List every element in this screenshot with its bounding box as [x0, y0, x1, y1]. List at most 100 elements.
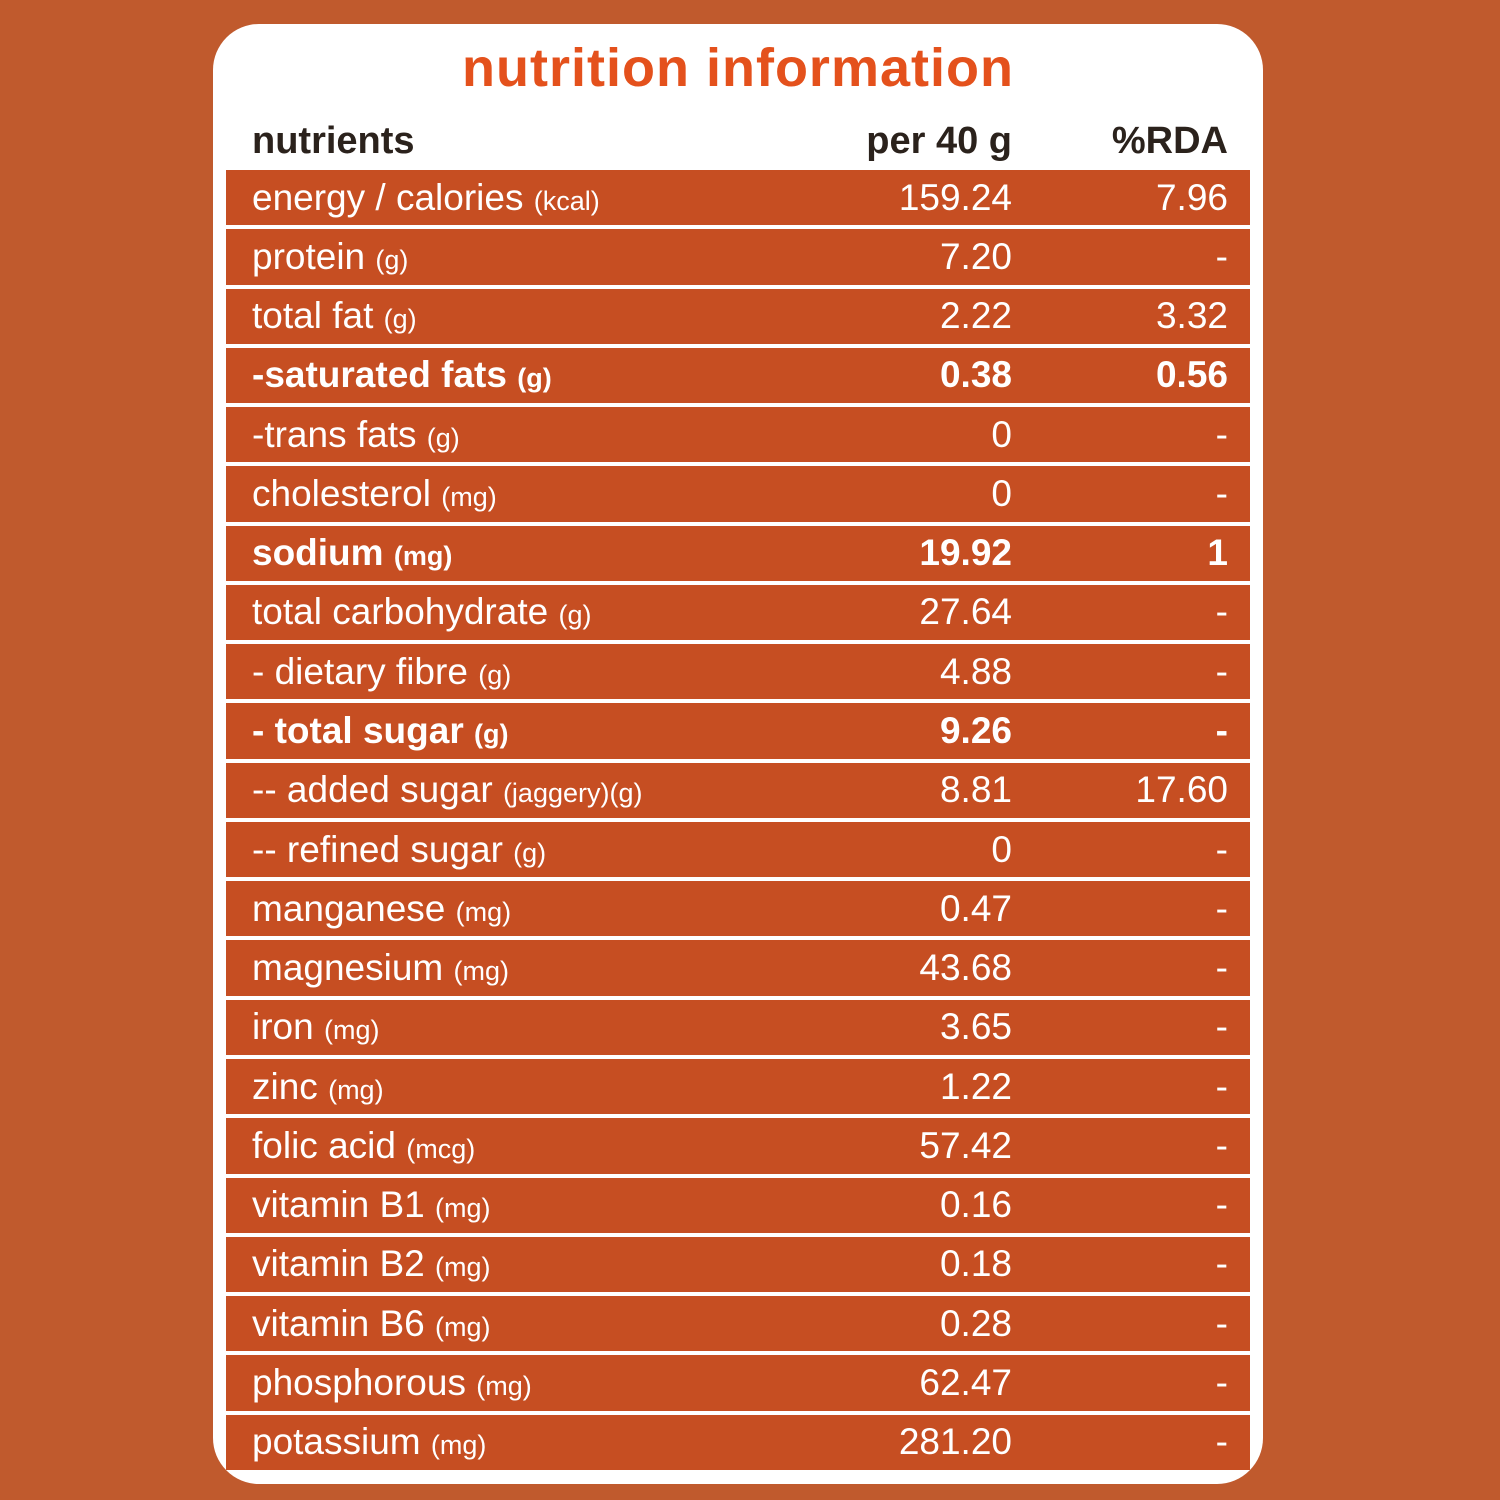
nutrient-rda: - [1215, 947, 1228, 989]
table-row: phosphorous (mg) 62.47 - [226, 1355, 1250, 1411]
nutrient-rda: 1 [1207, 532, 1228, 574]
nutrient-rda: 17.60 [1135, 769, 1228, 811]
nutrient-name: magnesium (mg) [252, 947, 510, 989]
nutrient-rda: - [1215, 235, 1228, 277]
nutrient-name: vitamin B6 (mg) [252, 1302, 491, 1344]
nutrient-unit: (g) [478, 659, 512, 690]
nutrient-value: 19.92 [919, 532, 1012, 574]
table-row: magnesium (mg) 43.68 - [226, 940, 1250, 996]
nutrient-name: -- refined sugar (g) [252, 828, 547, 870]
nutrient-name: - dietary fibre (g) [252, 650, 512, 692]
nutrient-rda: - [1215, 1006, 1228, 1048]
nutrient-rda: - [1215, 1361, 1228, 1403]
nutrient-unit: (mcg) [406, 1133, 476, 1164]
table-row: vitamin B2 (mg) 0.18 - [226, 1236, 1250, 1293]
table-row: - total sugar (g) 9.26 - [226, 703, 1250, 759]
nutrient-name: folic acid (mcg) [252, 1124, 476, 1166]
nutrient-rda: - [1215, 591, 1228, 633]
nutrient-name: - total sugar (g) [252, 710, 509, 752]
nutrient-unit: (mg) [328, 1074, 384, 1105]
nutrient-name: vitamin B2 (mg) [252, 1243, 491, 1285]
page-title: nutrition information [462, 38, 1014, 98]
nutrient-rda: - [1215, 1065, 1228, 1107]
table-row: protein (g) 7.20 - [226, 229, 1250, 285]
table-header-row: nutrients per 40 g %RDA [226, 112, 1250, 170]
table-row: vitamin B1 (mg) 0.16 - [226, 1177, 1250, 1233]
nutrient-unit: (mg) [435, 1311, 491, 1342]
nutrient-value: 0.16 [939, 1184, 1012, 1226]
nutrient-unit: (g) [517, 363, 552, 394]
table-row: zinc (mg) 1.22 - [226, 1058, 1250, 1115]
nutrient-name: manganese (mg) [252, 887, 512, 929]
nutrient-value: 3.65 [939, 1006, 1012, 1048]
nutrient-value: 43.68 [919, 947, 1012, 989]
table-row: iron (mg) 3.65 - [226, 999, 1250, 1055]
nutrient-value: 1.22 [939, 1065, 1012, 1107]
table-row: - dietary fibre (g) 4.88 - [226, 644, 1250, 700]
nutrient-rda: 7.96 [1155, 176, 1228, 218]
nutrition-card: nutrition information nutrients per 40 g… [213, 24, 1263, 1484]
nutrient-unit: (mg) [430, 1430, 487, 1461]
nutrient-name: phosphorous (mg) [252, 1361, 532, 1403]
nutrient-unit: (mg) [441, 481, 497, 512]
nutrient-value: 0.38 [939, 354, 1012, 396]
nutrient-unit: (g) [426, 422, 460, 453]
table-row: -saturated fats (g) 0.38 0.56 [226, 347, 1250, 404]
nutrient-name: -trans fats (g) [252, 413, 460, 455]
table-row: -trans fats (g) 0 - [226, 407, 1250, 463]
nutrient-rda: - [1215, 887, 1228, 929]
nutrient-name: -saturated fats (g) [252, 354, 552, 396]
nutrient-name: sodium (mg) [252, 532, 453, 574]
nutrient-rda: 3.32 [1155, 295, 1228, 337]
nutrient-rda: - [1215, 413, 1228, 455]
nutrient-unit: (mg) [453, 956, 510, 987]
nutrient-unit: (mg) [393, 541, 453, 572]
nutrient-unit: (mg) [435, 1252, 491, 1283]
nutrient-value: 27.64 [919, 591, 1012, 633]
nutrient-rda: - [1215, 472, 1228, 514]
nutrient-value: 0 [991, 472, 1012, 514]
table-row: -- added sugar (jaggery)(g) 8.81 17.60 [226, 762, 1250, 818]
nutrient-value: 9.26 [939, 710, 1012, 752]
nutrient-name: iron (mg) [252, 1006, 380, 1048]
nutrient-name: energy / calories (kcal) [252, 176, 600, 218]
nutrient-name: vitamin B1 (mg) [252, 1184, 491, 1226]
table-rows: energy / calories (kcal) 159.24 7.96 protei… [226, 170, 1250, 1470]
nutrient-unit: (mg) [476, 1370, 532, 1401]
header-nutrients: nutrients [252, 119, 415, 162]
table-row: -- refined sugar (g) 0 - [226, 821, 1250, 878]
table-row: folic acid (mcg) 57.42 - [226, 1118, 1250, 1174]
table-row: potassium (mg) 281.20 - [226, 1414, 1250, 1470]
nutrient-value: 281.20 [898, 1421, 1012, 1463]
table-row: total carbohydrate (g) 27.64 - [226, 584, 1250, 641]
nutrient-unit: (g) [513, 837, 547, 868]
nutrient-value: 57.42 [919, 1124, 1012, 1166]
nutrient-name: cholesterol (mg) [252, 472, 497, 514]
nutrient-value: 4.88 [939, 650, 1012, 692]
nutrient-value: 159.24 [898, 176, 1012, 218]
nutrient-unit: (g) [375, 244, 409, 275]
nutrient-unit: (g) [558, 600, 592, 631]
nutrient-unit: (jaggery)(g) [502, 778, 643, 809]
nutrient-value: 0 [991, 828, 1012, 870]
nutrient-value: 7.20 [939, 235, 1012, 277]
nutrient-rda: - [1215, 828, 1228, 870]
nutrient-value: 8.81 [939, 769, 1012, 811]
header-rda: %RDA [1111, 119, 1228, 162]
nutrient-value: 2.22 [939, 295, 1012, 337]
nutrient-rda: - [1215, 1184, 1228, 1226]
nutrient-name: total carbohydrate (g) [252, 591, 592, 633]
nutrient-rda: - [1215, 710, 1228, 752]
nutrient-rda: - [1215, 1421, 1228, 1463]
table-row: total fat (g) 2.22 3.32 [226, 288, 1250, 344]
nutrient-rda: - [1215, 650, 1228, 692]
table-row: sodium (mg) 19.92 1 [226, 525, 1250, 581]
nutrient-name: zinc (mg) [252, 1065, 384, 1107]
nutrient-value: 0.18 [939, 1243, 1012, 1285]
nutrient-unit: (mg) [435, 1193, 491, 1224]
nutrient-value: 62.47 [919, 1361, 1012, 1403]
nutrient-unit: (kcal) [533, 185, 600, 216]
table-row: cholesterol (mg) 0 - [226, 466, 1250, 522]
nutrient-name: protein (g) [252, 235, 409, 277]
